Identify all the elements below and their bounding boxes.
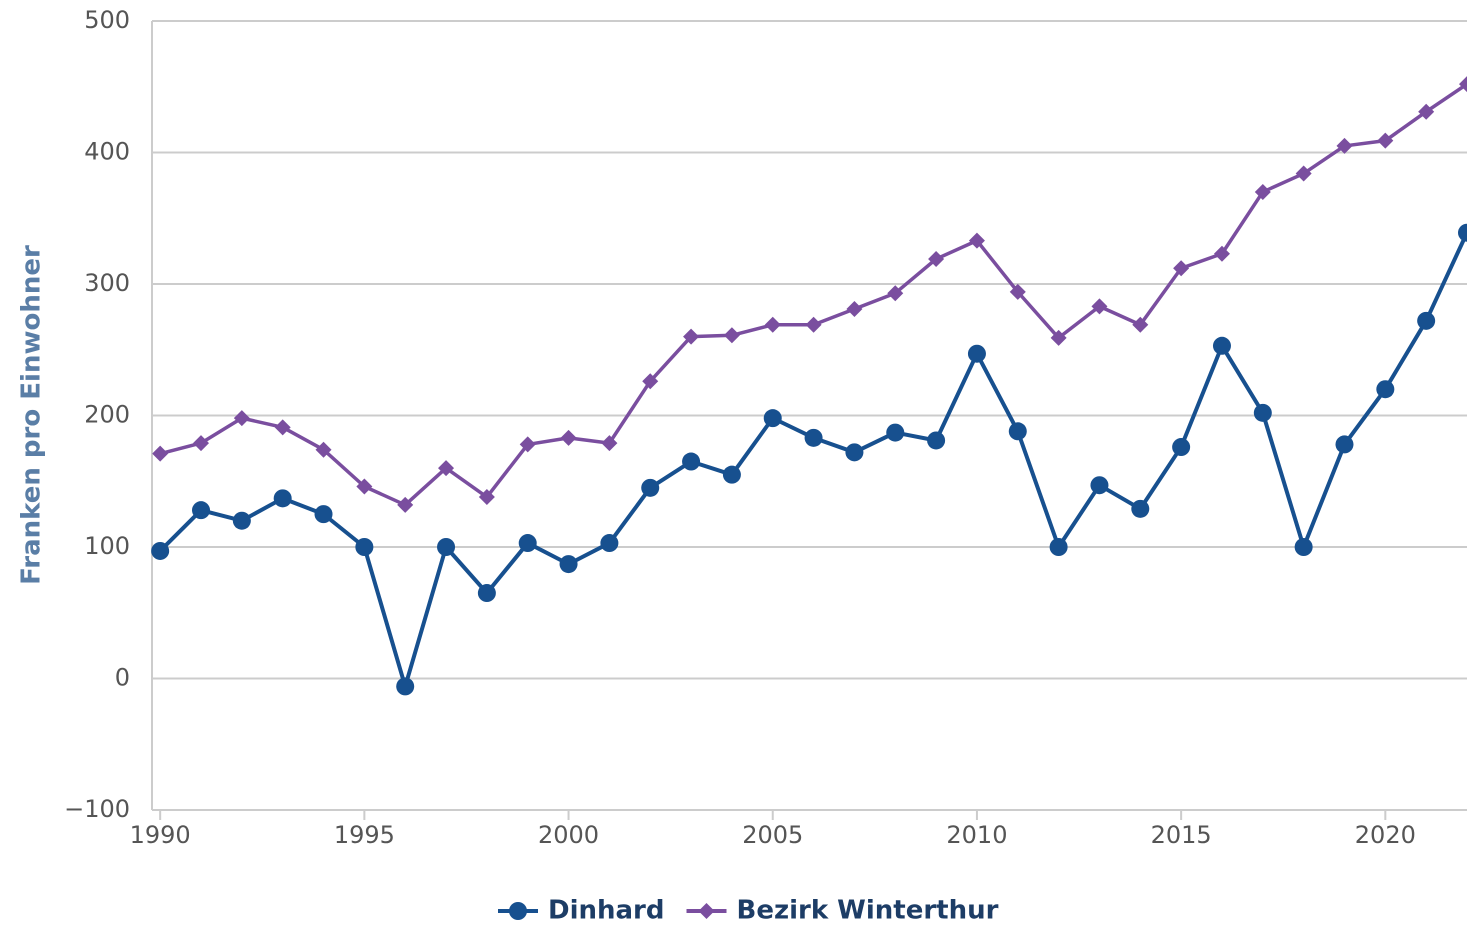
data-point	[887, 285, 904, 302]
data-point	[437, 538, 456, 556]
data-point	[1050, 329, 1067, 346]
data-point	[968, 232, 985, 249]
data-point	[641, 478, 660, 497]
data-point	[967, 344, 986, 363]
data-point	[928, 251, 945, 268]
x-tick-label: 2010	[946, 821, 1007, 849]
data-point	[274, 419, 291, 436]
data-point	[151, 541, 170, 560]
data-point	[192, 501, 211, 520]
data-point	[1295, 165, 1312, 182]
y-tick-label: 200	[84, 401, 130, 429]
x-tick-label: 2015	[1151, 821, 1212, 849]
data-point	[1335, 435, 1354, 454]
data-point	[1417, 311, 1436, 330]
data-point	[1172, 438, 1191, 457]
y-tick-label: 0	[115, 664, 130, 692]
data-point	[723, 327, 740, 344]
data-point	[560, 429, 577, 446]
y-tick-label: 300	[84, 269, 130, 297]
data-point	[477, 584, 496, 603]
series-line	[158, 231, 1467, 689]
data-point	[927, 431, 946, 450]
data-point	[1008, 422, 1027, 441]
data-point	[233, 410, 250, 427]
x-tick-label: 2005	[742, 821, 803, 849]
data-point	[396, 677, 415, 696]
data-point	[1049, 538, 1068, 556]
y-tick-label: 500	[84, 6, 130, 34]
y-axis-label: Franken pro Einwohner	[17, 245, 47, 585]
x-tick-label: 2000	[538, 821, 599, 849]
legend-label: Dinhard	[548, 896, 665, 925]
data-point	[356, 478, 373, 495]
data-point	[519, 436, 536, 453]
data-point	[1009, 283, 1026, 300]
data-point	[315, 441, 332, 458]
data-point	[1213, 245, 1230, 262]
data-point	[1418, 103, 1435, 120]
data-point	[559, 555, 578, 574]
data-point	[1254, 183, 1271, 200]
data-point	[478, 489, 495, 506]
data-point	[314, 505, 333, 524]
data-point	[1294, 538, 1313, 556]
data-point	[1132, 316, 1149, 333]
y-tick-label: 100	[84, 532, 130, 560]
data-point	[1173, 260, 1190, 277]
data-point	[764, 316, 781, 333]
legend-label: Bezirk Winterthur	[737, 896, 999, 925]
data-point	[600, 534, 619, 553]
data-point	[397, 496, 414, 513]
data-point	[1458, 223, 1467, 242]
x-tick-label: 1990	[130, 821, 191, 849]
y-tick-label: −100	[64, 795, 130, 823]
y-tick-label: 400	[84, 138, 130, 166]
data-point	[1212, 336, 1231, 355]
data-point	[193, 435, 210, 452]
data-point	[1253, 403, 1272, 422]
data-point	[846, 300, 863, 317]
data-point	[805, 316, 822, 333]
data-point	[804, 428, 823, 447]
data-point	[601, 435, 618, 452]
data-point	[886, 423, 905, 442]
data-point	[845, 443, 864, 462]
data-point	[682, 452, 701, 471]
data-point	[1376, 380, 1395, 399]
data-point	[273, 489, 292, 508]
data-point	[355, 538, 374, 556]
data-point	[1090, 476, 1109, 495]
legend-marker	[698, 903, 715, 919]
data-point	[1377, 132, 1394, 149]
data-point	[642, 373, 659, 390]
data-point	[1091, 298, 1108, 315]
x-tick-label: 2020	[1355, 821, 1416, 849]
data-point	[722, 465, 741, 484]
data-point	[232, 511, 251, 530]
data-point	[763, 409, 782, 428]
data-point	[1459, 76, 1467, 93]
data-point	[152, 445, 169, 462]
data-point	[1336, 137, 1353, 154]
data-point	[1131, 499, 1150, 518]
data-point	[438, 460, 455, 477]
legend-marker	[509, 902, 527, 920]
data-point	[683, 328, 700, 345]
data-point	[518, 534, 537, 553]
x-tick-label: 1995	[334, 821, 395, 849]
